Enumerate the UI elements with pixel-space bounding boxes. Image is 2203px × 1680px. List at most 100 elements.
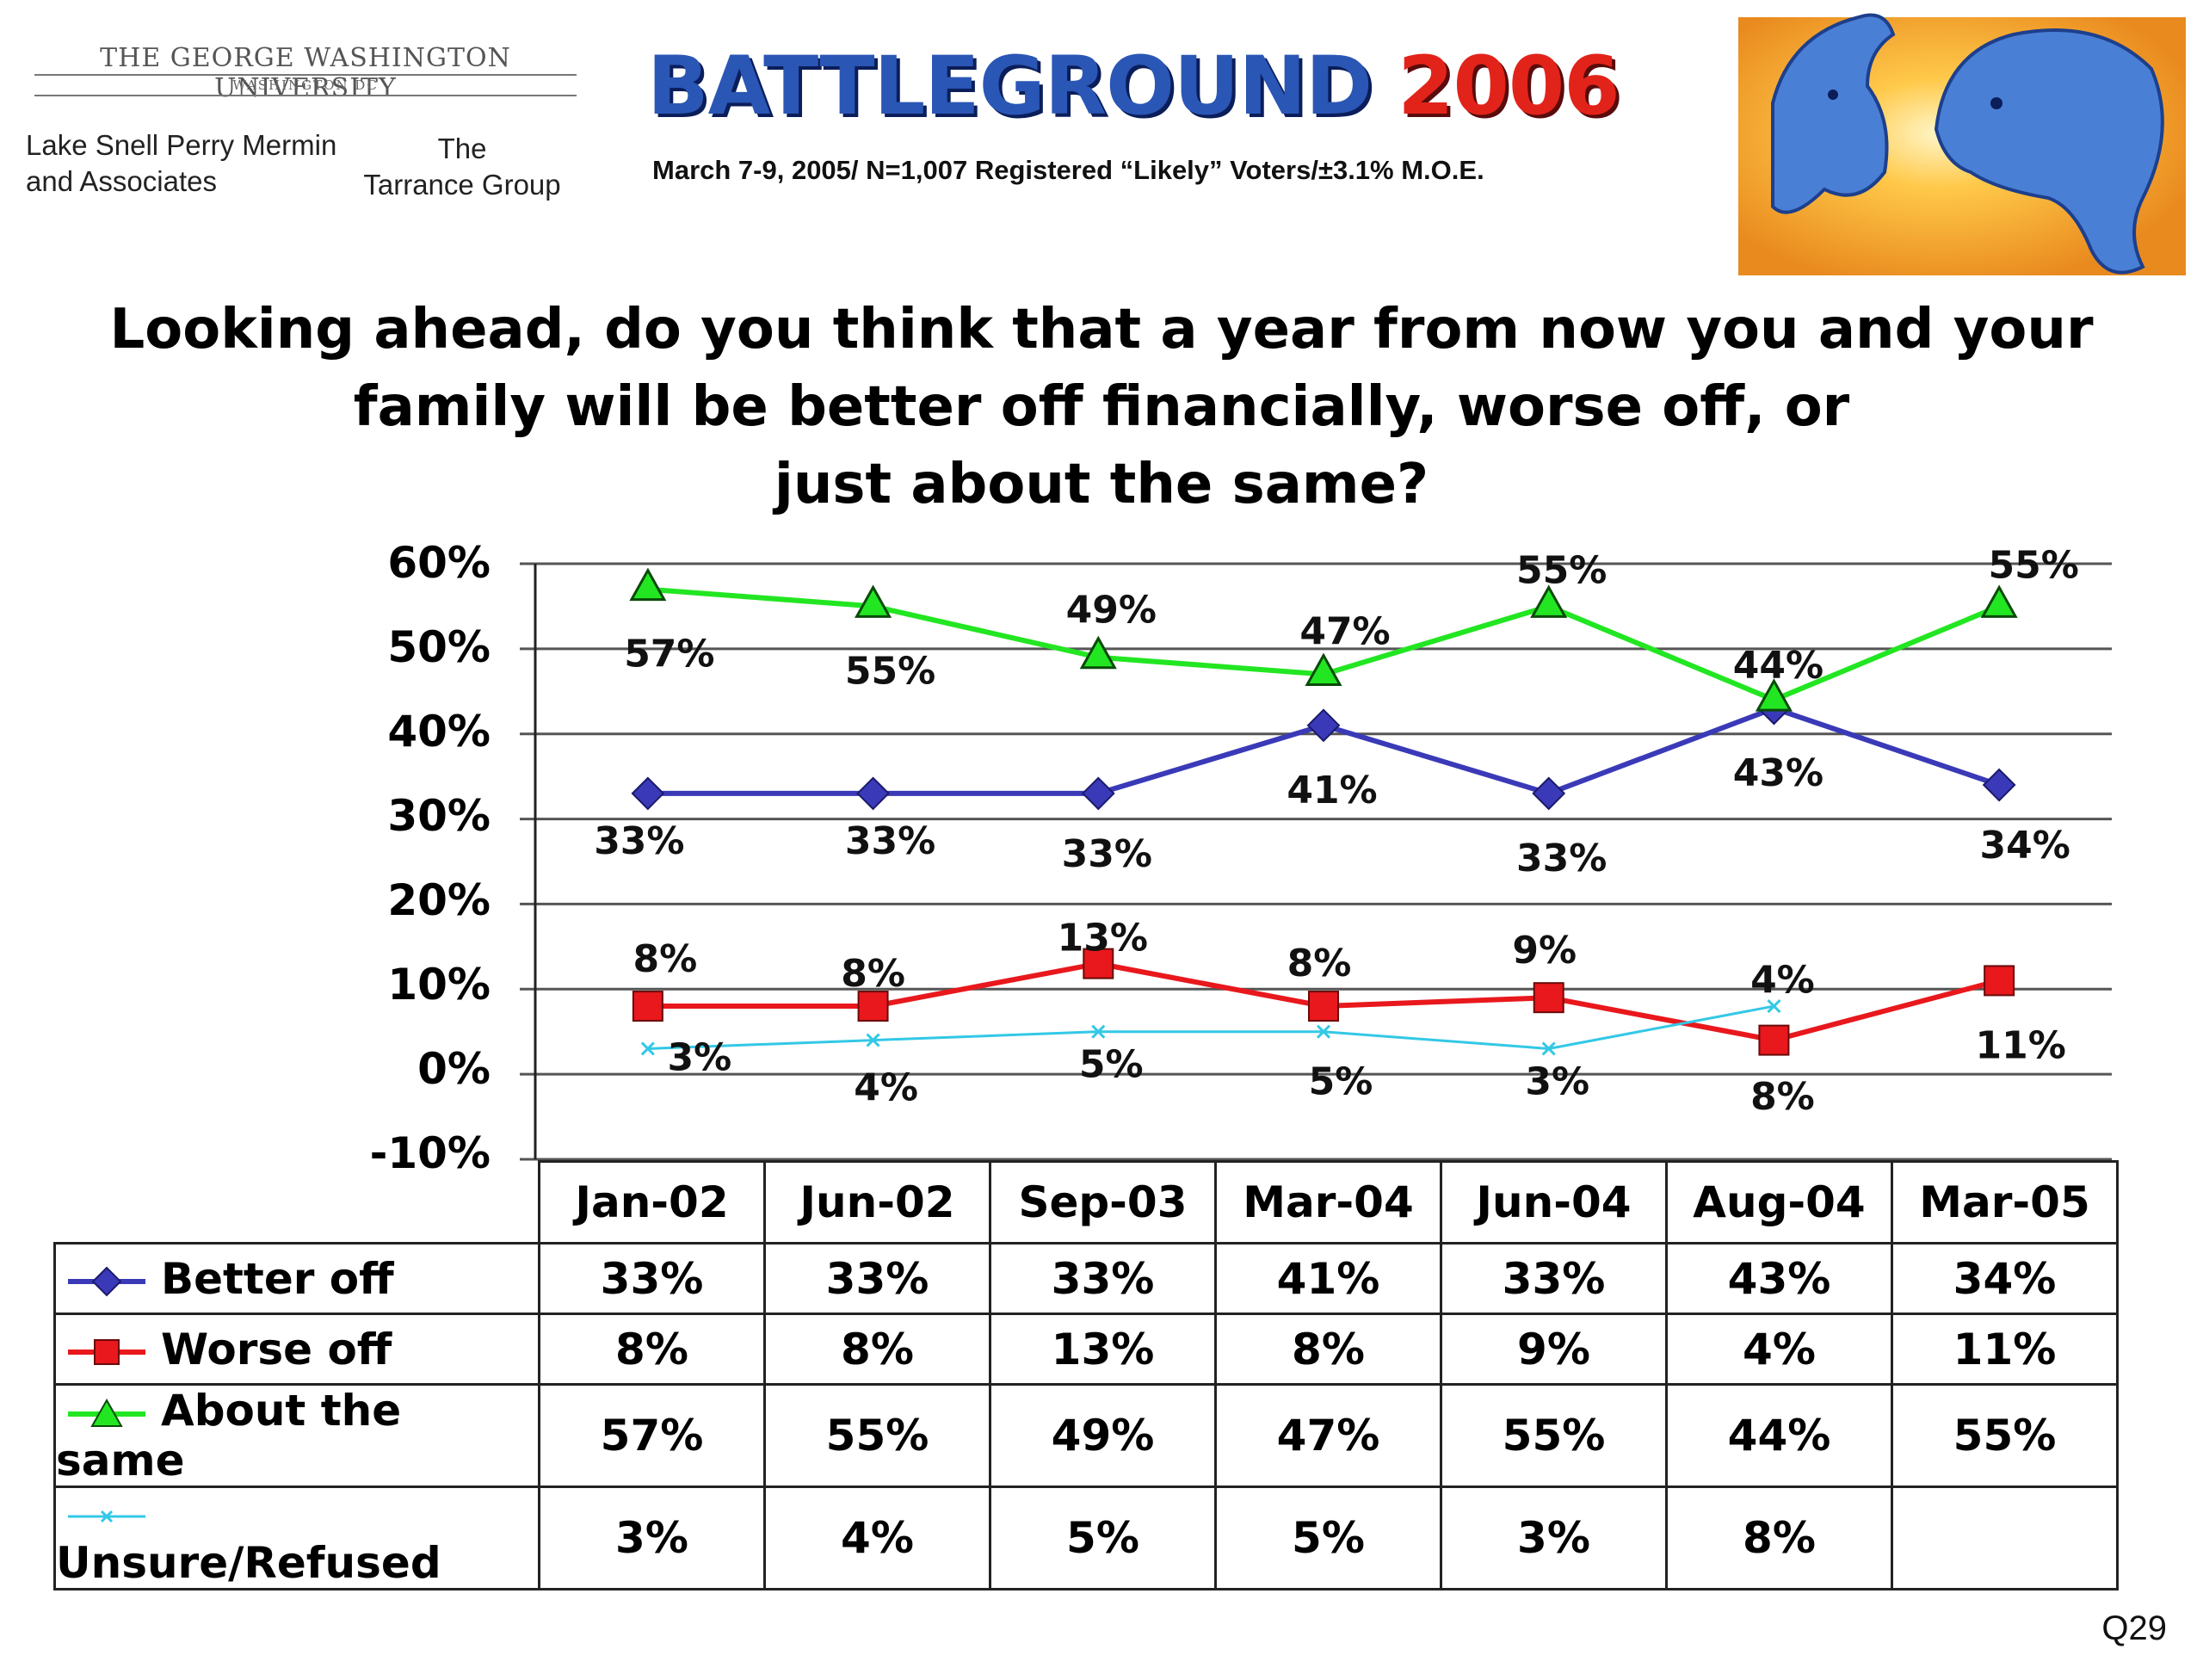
marker-worse-jun-02 [857, 991, 889, 1022]
donkey-icon [1771, 13, 1896, 214]
cell-worse-mar-04: 8% [1214, 1312, 1442, 1386]
table-row-worse-off: Worse off 8% 8% 13% 8% 9% 4% 11% [53, 1312, 2119, 1386]
data-label-worse-jan-02: 8% [633, 937, 698, 981]
partner-tarrance-line2: Tarrance Group [363, 169, 561, 201]
marker-better-mar-04 [1306, 708, 1341, 743]
marker-unsure-jun-02 [866, 1033, 880, 1047]
data-label-worse-jun-02: 8% [841, 952, 905, 996]
cell-better-mar-04: 41% [1214, 1242, 1442, 1315]
marker-better-jun-04 [1532, 776, 1566, 811]
partner-tarrance: The Tarrance Group [355, 131, 570, 203]
donkey-eye [1828, 90, 1838, 100]
data-label-same-aug-04: 44% [1733, 644, 1823, 688]
question-line1: Looking ahead, do you think that a year … [109, 298, 2094, 361]
marker-worse-jun-04 [1533, 982, 1564, 1014]
legend-about-the-same: About the same [53, 1383, 540, 1488]
question-line2: family will be better off financially, w… [353, 375, 1850, 439]
marker-worse-sep-03 [1083, 948, 1114, 979]
university-rule [34, 74, 577, 76]
y-tick-40: 40% [387, 707, 491, 757]
cell-same-aug-04: 44% [1665, 1383, 1893, 1488]
table-row-about-the-same: About the same 57% 55% 49% 47% 55% 44% 5… [53, 1383, 2119, 1488]
cell-better-jun-04: 33% [1440, 1242, 1668, 1315]
question-text: Looking ahead, do you think that a year … [69, 291, 2134, 523]
question-line3: just about the same? [774, 453, 1429, 516]
cell-unsure-jun-04: 3% [1440, 1485, 1668, 1590]
table-row-unsure: Unsure/Refused 3% 4% 5% 5% 3% 8% [53, 1485, 2119, 1590]
marker-worse-jan-02 [632, 991, 663, 1022]
battleground-logo: BATTLEGROUND 2006 [647, 40, 1620, 133]
marker-better-jun-02 [856, 776, 890, 811]
data-label-same-jun-04: 55% [1516, 548, 1607, 592]
marker-worse-mar-04 [1308, 991, 1339, 1022]
data-label-unsure-jun-02: 4% [854, 1066, 918, 1110]
data-label-same-sep-03: 49% [1066, 589, 1157, 633]
table-header-blank [54, 1161, 540, 1245]
data-label-better-jan-02: 33% [594, 819, 684, 863]
marker-same-aug-04 [1755, 678, 1793, 712]
marker-same-jun-04 [1530, 584, 1568, 618]
data-label-unsure-sep-03: 5% [1079, 1043, 1144, 1087]
data-table: Jan-02 Jun-02 Sep-03 Mar-04 Jun-04 Aug-0… [53, 1160, 2119, 1590]
marker-better-sep-03 [1081, 776, 1115, 811]
cell-same-jun-04: 55% [1440, 1383, 1668, 1488]
legend-label-unsure: Unsure/Refused [56, 1538, 441, 1588]
data-label-better-mar-05: 34% [1979, 824, 2070, 868]
data-label-worse-mar-05: 11% [1975, 1023, 2065, 1067]
elephant-icon [1934, 28, 2164, 275]
marker-worse-aug-04 [1758, 1024, 1790, 1056]
partner-tarrance-line1: The [437, 133, 487, 164]
data-label-unsure-mar-04: 5% [1309, 1060, 1373, 1104]
legend-x-icon [68, 1510, 145, 1522]
y-tick-10: 10% [387, 960, 491, 1010]
legend-square-icon [68, 1339, 145, 1365]
partner-lake-snell-line2: and Associates [26, 165, 217, 197]
marker-unsure-sep-03 [1091, 1024, 1106, 1039]
partner-lake-snell-line1: Lake Snell Perry Mermin [26, 129, 337, 161]
university-subtitle: WASHINGTON DC [232, 77, 379, 93]
cell-same-mar-04: 47% [1214, 1383, 1442, 1488]
marker-same-sep-03 [1079, 635, 1117, 670]
col-header-mar-04: Mar-04 [1214, 1160, 1442, 1245]
cell-better-jan-02: 33% [538, 1242, 766, 1315]
data-label-better-aug-04: 43% [1733, 751, 1823, 795]
legend-label-worse-off: Worse off [161, 1324, 392, 1374]
data-label-better-sep-03: 33% [1062, 832, 1152, 876]
data-label-unsure-aug-04: 8% [1750, 1075, 1815, 1119]
legend-triangle-icon [68, 1398, 145, 1427]
y-tick-0: 0% [417, 1044, 491, 1094]
cell-better-aug-04: 43% [1665, 1242, 1893, 1315]
legend-worse-off: Worse off [53, 1312, 540, 1386]
marker-same-jun-02 [855, 584, 892, 618]
cell-worse-sep-03: 13% [989, 1312, 1217, 1386]
cell-unsure-jan-02: 3% [538, 1485, 766, 1590]
legend-diamond-icon [68, 1266, 145, 1297]
marker-better-jan-02 [631, 776, 665, 811]
col-header-aug-04: Aug-04 [1665, 1160, 1893, 1245]
question-code: Q29 [2101, 1609, 2167, 1647]
marker-better-mar-05 [1982, 768, 2016, 802]
cell-worse-jun-04: 9% [1440, 1312, 1668, 1386]
table-row-better-off: Better off 33% 33% 33% 41% 33% 43% 34% [53, 1242, 2119, 1315]
data-label-same-mar-04: 47% [1299, 610, 1390, 654]
col-header-jan-02: Jan-02 [538, 1160, 766, 1245]
cell-same-jan-02: 57% [538, 1383, 766, 1488]
data-label-same-jan-02: 57% [624, 633, 714, 676]
cell-worse-mar-05: 11% [1891, 1312, 2119, 1386]
data-label-unsure-jan-02: 3% [668, 1035, 732, 1079]
data-label-better-jun-04: 33% [1516, 837, 1607, 880]
cell-same-jun-02: 55% [763, 1383, 991, 1488]
table-header-row: Jan-02 Jun-02 Sep-03 Mar-04 Jun-04 Aug-0… [54, 1160, 2119, 1245]
marker-unsure-aug-04 [1767, 998, 1781, 1014]
marker-unsure-mar-04 [1316, 1024, 1331, 1039]
marker-same-mar-04 [1305, 652, 1342, 687]
university-rule-lower [34, 95, 577, 96]
data-label-worse-jun-04: 9% [1512, 929, 1577, 973]
col-header-jun-02: Jun-02 [763, 1160, 991, 1245]
marker-worse-mar-05 [1984, 965, 2015, 997]
y-tick-30: 30% [387, 791, 491, 841]
data-label-same-mar-05: 55% [1988, 543, 2078, 587]
marker-unsure-jun-04 [1541, 1041, 1556, 1056]
donkey-elephant-image [1738, 13, 2186, 275]
cell-same-mar-05: 55% [1891, 1383, 2119, 1488]
